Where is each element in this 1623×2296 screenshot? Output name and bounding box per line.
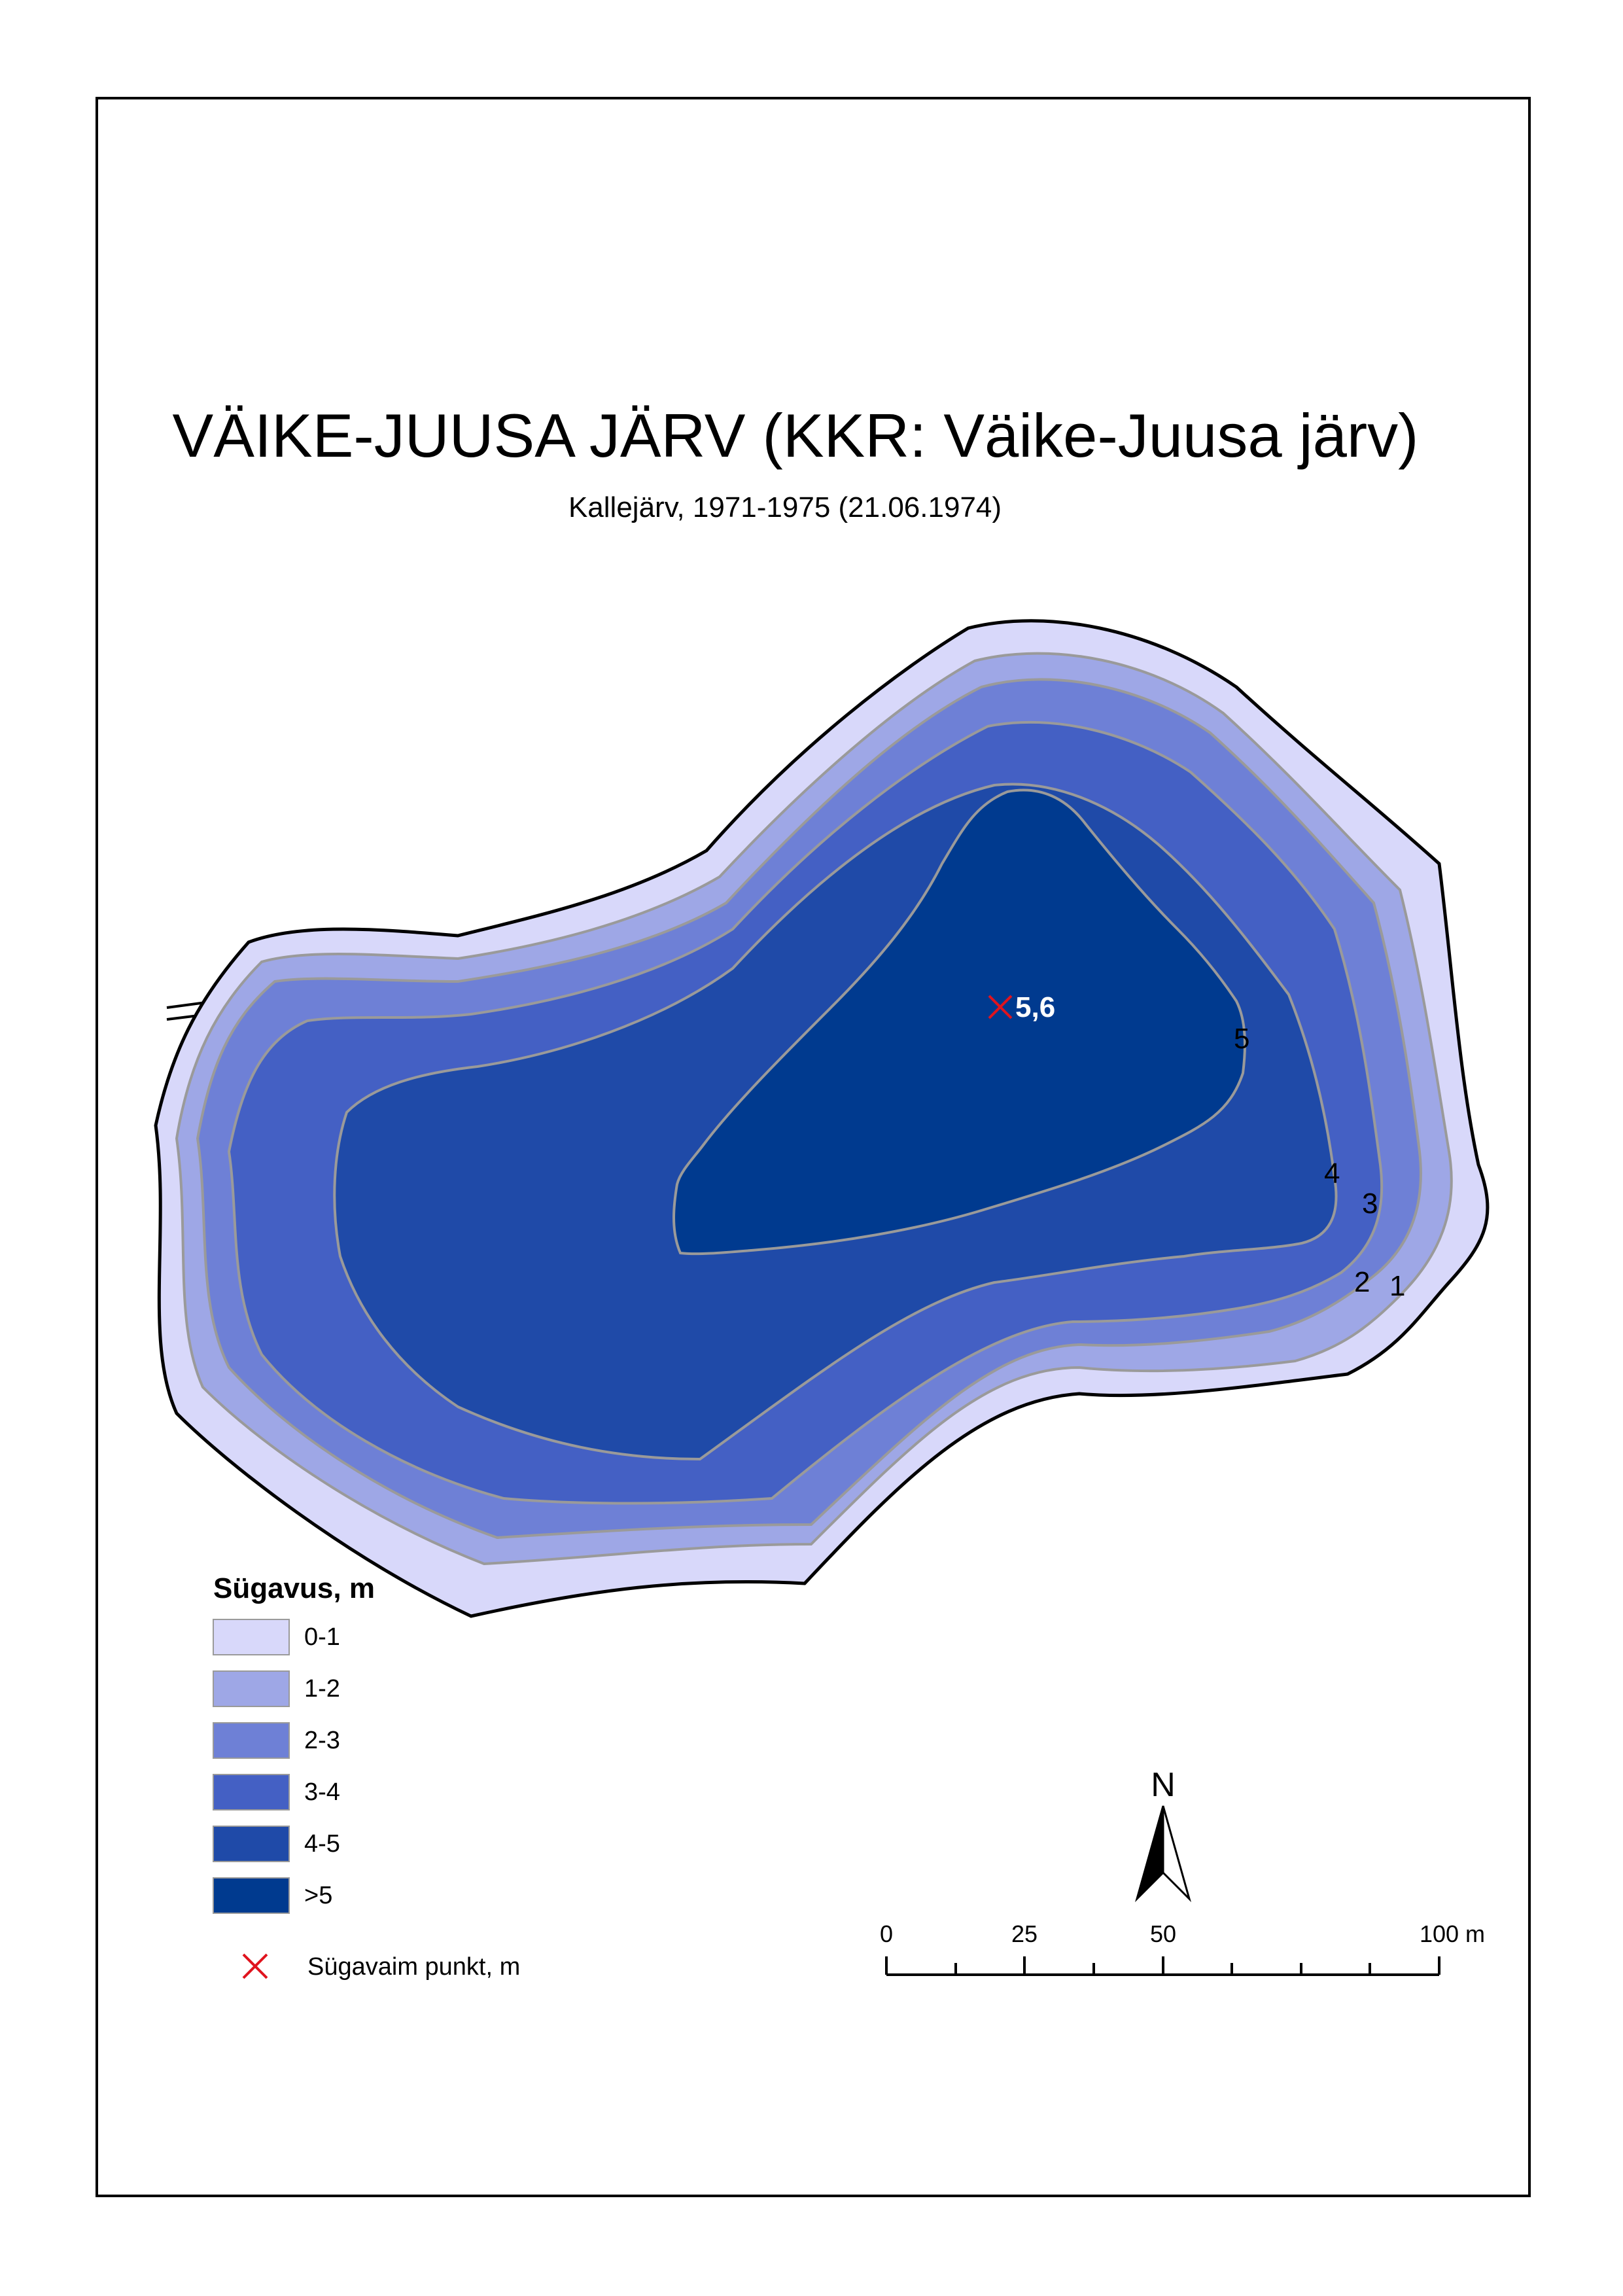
contour-label-2: 2 (1354, 1266, 1370, 1298)
contour-label-5: 5 (1234, 1023, 1249, 1055)
contour-label-1: 1 (1389, 1270, 1405, 1302)
depth-zone-gt5 (672, 788, 1246, 1256)
scale-label-0: 0 (880, 1920, 893, 1947)
legend-title: Sügavus, m (213, 1572, 375, 1604)
legend-swatch-1-2 (213, 1670, 290, 1707)
map-title: VÄIKE-JUUSA JÄRV (KKR: Väike-Juusa järv) (173, 401, 1419, 470)
contour-label-3: 3 (1362, 1188, 1378, 1220)
deepest-point-marker-icon (988, 995, 1013, 1019)
legend-swatch-4-5 (213, 1826, 290, 1862)
scale-bar: 0 25 50 100 m (880, 1920, 1485, 1976)
north-label: N (1151, 1766, 1176, 1804)
scale-label-25: 25 (1011, 1920, 1038, 1947)
scale-bar-lines (885, 1956, 1440, 1976)
legend-label-1-2: 1-2 (304, 1675, 340, 1703)
contour-labels: 5 4 3 2 1 (1234, 1023, 1405, 1302)
legend-deepest-label: Sügavaim punkt, m (307, 1953, 520, 1981)
deepest-point-value: 5,6 (1015, 991, 1055, 1023)
legend-label-0-1: 0-1 (304, 1623, 340, 1651)
legend-swatch-3-4 (213, 1774, 290, 1810)
north-arrow-icon (1134, 1805, 1192, 1903)
depth-zones (154, 619, 1490, 1618)
scale-label-100: 100 m (1420, 1920, 1485, 1947)
north-arrow: N (1134, 1766, 1192, 1903)
legend-deepest-marker-icon (242, 1953, 268, 1979)
contour-label-4: 4 (1324, 1157, 1340, 1190)
legend-label-3-4: 3-4 (304, 1778, 340, 1806)
legend-swatch-gt5 (213, 1877, 290, 1914)
legend-label-gt5: >5 (304, 1882, 332, 1909)
deepest-point: 5,6 (988, 991, 1055, 1023)
map-subtitle: Kallejärv, 1971-1975 (21.06.1974) (568, 491, 1002, 523)
legend-label-2-3: 2-3 (304, 1727, 340, 1754)
map-frame (96, 97, 1531, 2197)
legend-swatch-2-3 (213, 1722, 290, 1759)
scale-label-50: 50 (1150, 1920, 1176, 1947)
legend-label-4-5: 4-5 (304, 1830, 340, 1858)
legend: Sügavus, m 0-1 1-2 2-3 3-4 4-5 >5 Sügava… (213, 1572, 520, 1981)
legend-swatch-0-1 (213, 1619, 290, 1655)
